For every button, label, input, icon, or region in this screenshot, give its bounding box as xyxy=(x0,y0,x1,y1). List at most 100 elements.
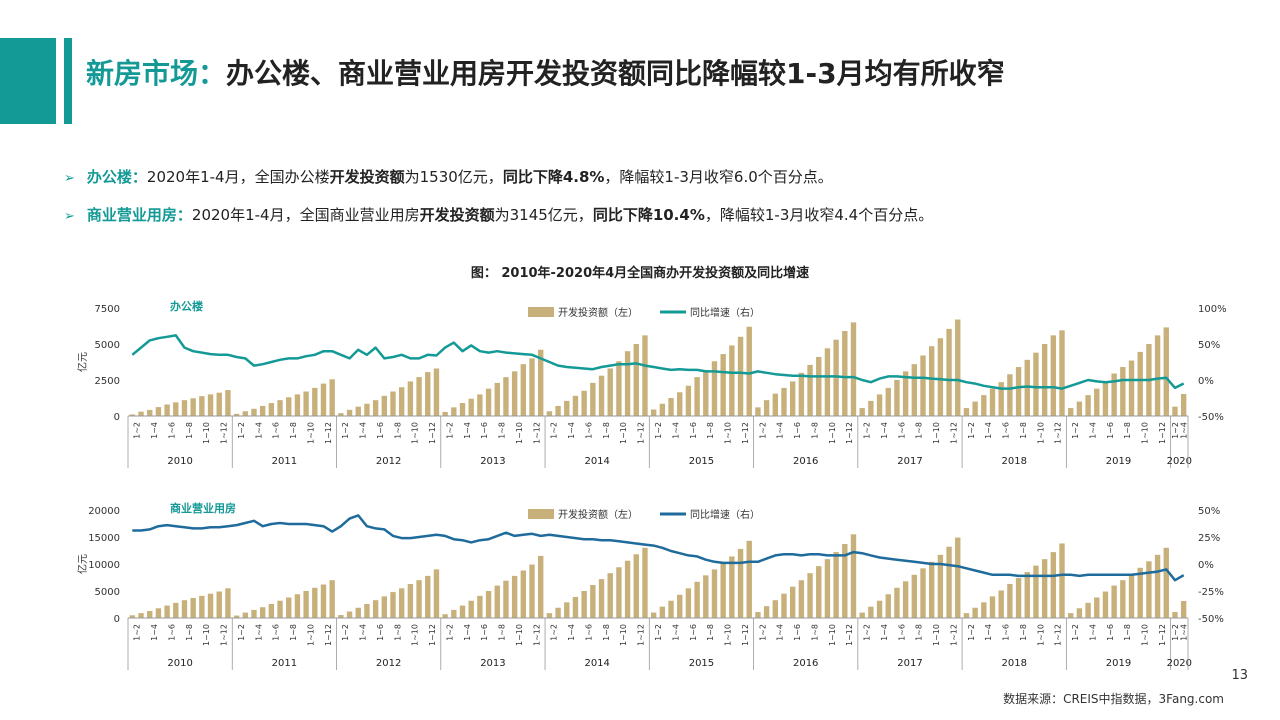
bar xyxy=(720,354,726,416)
bar xyxy=(1137,567,1143,618)
month-tick-label: 1~10 xyxy=(932,624,941,646)
month-tick-label: 1~2 xyxy=(341,422,350,439)
bar xyxy=(937,554,944,618)
bar xyxy=(1120,367,1126,416)
bar xyxy=(251,408,257,416)
month-tick-label: 1~2 xyxy=(237,422,246,439)
bullet-text: ，降幅较1-3月收窄4.4个百分点。 xyxy=(704,206,934,224)
y2-tick-label: 0% xyxy=(1198,560,1214,571)
year-label: 2011 xyxy=(272,456,297,467)
bar xyxy=(1068,613,1074,618)
bar xyxy=(894,380,900,416)
month-tick-label: 1~6 xyxy=(1002,624,1011,641)
bar xyxy=(1041,559,1048,618)
bullet-key: 商业营业用房： xyxy=(86,206,192,224)
month-tick-label: 1~8 xyxy=(810,624,819,641)
bar xyxy=(850,534,857,618)
bar xyxy=(816,566,822,618)
month-tick-label: 1~2 xyxy=(1071,624,1080,641)
bullet-bold: 同比下降4.8% xyxy=(502,168,605,186)
bar xyxy=(581,591,587,618)
bar xyxy=(564,400,570,416)
bar xyxy=(364,603,370,618)
bar xyxy=(1033,565,1039,618)
bar xyxy=(329,580,335,618)
bar xyxy=(607,573,613,618)
bar xyxy=(616,361,622,416)
bar xyxy=(981,602,987,618)
bar xyxy=(607,368,613,416)
month-tick-label: 1~4 xyxy=(776,624,785,641)
bar xyxy=(659,606,666,618)
bar xyxy=(1059,543,1065,618)
bar xyxy=(407,381,414,416)
bar xyxy=(164,605,170,618)
month-tick-label: 1~4 xyxy=(1088,624,1097,641)
month-tick-label: 1~12 xyxy=(1054,624,1063,646)
bar xyxy=(1050,552,1057,618)
month-tick-label: 1~4 xyxy=(359,624,368,641)
month-tick-label: 1~10 xyxy=(619,624,628,646)
month-tick-label: 1~6 xyxy=(793,624,802,641)
bar xyxy=(459,605,466,618)
month-tick-label: 1~12 xyxy=(1158,624,1167,646)
bar xyxy=(520,570,527,618)
month-tick-label: 1~8 xyxy=(602,422,611,439)
month-tick-label: 1~12 xyxy=(845,624,854,646)
bar xyxy=(225,588,231,618)
bar xyxy=(1076,401,1083,416)
year-label: 2018 xyxy=(1002,658,1027,669)
bar xyxy=(511,371,518,416)
month-tick-label: 1~2 xyxy=(133,624,142,641)
month-tick-label: 1~12 xyxy=(637,422,646,444)
bar xyxy=(372,600,379,618)
bar xyxy=(668,398,674,416)
bar xyxy=(824,348,831,416)
month-tick-label: 1~2 xyxy=(863,422,872,439)
bar xyxy=(677,392,683,416)
bar xyxy=(1094,597,1100,618)
bar xyxy=(816,356,822,416)
bar xyxy=(1120,580,1126,618)
bar xyxy=(955,537,961,618)
bar xyxy=(590,382,596,416)
month-tick-label: 1~8 xyxy=(1019,422,1028,439)
bar xyxy=(459,403,466,416)
bar xyxy=(868,400,874,416)
year-label: 2017 xyxy=(897,456,922,467)
bar xyxy=(355,406,361,416)
year-label: 2014 xyxy=(584,658,609,669)
month-tick-label: 1~6 xyxy=(584,624,593,641)
bar xyxy=(129,615,136,618)
bar xyxy=(703,575,709,618)
bar xyxy=(833,339,839,416)
bar xyxy=(650,409,657,416)
year-label: 2020 xyxy=(1167,456,1192,467)
month-tick-label: 1~2 xyxy=(1071,422,1080,439)
bar xyxy=(781,593,787,618)
month-tick-label: 1~8 xyxy=(289,422,298,439)
bar xyxy=(1015,578,1022,618)
bar xyxy=(538,349,544,416)
bar xyxy=(598,375,605,416)
month-tick-label: 1~8 xyxy=(1123,422,1132,439)
month-tick-label: 1~6 xyxy=(584,422,593,439)
month-tick-label: 1~8 xyxy=(602,624,611,641)
y2-tick-label: 50% xyxy=(1198,340,1220,351)
month-tick-label: 1~2 xyxy=(341,624,350,641)
bar xyxy=(346,611,353,618)
bar xyxy=(616,567,622,618)
bar xyxy=(981,395,987,416)
bar xyxy=(1111,373,1117,416)
title-prefix: 新房市场： xyxy=(86,57,227,90)
bar xyxy=(1007,374,1013,416)
month-tick-label: 1~6 xyxy=(897,422,906,439)
bar xyxy=(789,381,796,416)
bar xyxy=(155,608,162,618)
bar xyxy=(277,600,283,618)
month-tick-label: 1~4 xyxy=(254,422,263,439)
bullet-text: 2020年1-4月，全国办公楼 xyxy=(146,168,330,186)
bar xyxy=(216,591,222,618)
bar xyxy=(233,413,240,416)
bar xyxy=(451,407,457,416)
